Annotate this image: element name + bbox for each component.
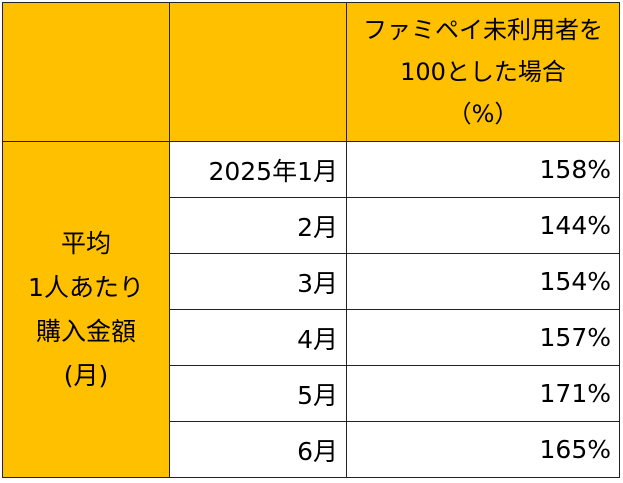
- row-label-line: 購入金額: [35, 316, 136, 346]
- month-cell: 5月: [169, 365, 347, 422]
- value-cell: 157%: [346, 309, 620, 366]
- month-cell: 4月: [169, 309, 347, 366]
- table-row: 平均 1人あたり 購入金額 (月) 2025年1月 158%: [2, 141, 620, 478]
- data-table: ファミペイ未利用者を 100とした場合 （%） 平均 1人あたり 購入金額 (月…: [2, 2, 620, 478]
- table-row: 6月 165%: [3, 421, 620, 478]
- header-line: （%）: [447, 100, 519, 128]
- value-cell: 165%: [346, 421, 620, 478]
- value-cell: 158%: [346, 141, 620, 198]
- month-cell: 6月: [169, 421, 347, 478]
- table-row: 4月 157%: [3, 309, 620, 366]
- value-cell: 144%: [346, 197, 620, 254]
- row-label-line: 1人あたり: [28, 272, 144, 302]
- header-row: ファミペイ未利用者を 100とした場合 （%）: [2, 2, 620, 142]
- row-label: 平均 1人あたり 購入金額 (月): [2, 141, 170, 478]
- value-cell: 154%: [346, 253, 620, 310]
- row-label-line: 平均: [60, 228, 111, 258]
- header-empty-1: [2, 2, 170, 142]
- value-cell: 171%: [346, 365, 620, 422]
- header-line: 100とした場合: [400, 58, 566, 86]
- table-row: 2月 144%: [3, 197, 620, 254]
- header-ratio: ファミペイ未利用者を 100とした場合 （%）: [346, 2, 620, 142]
- header-line: ファミペイ未利用者を: [363, 16, 603, 44]
- header-empty-2: [169, 2, 347, 142]
- month-cell: 2025年1月: [169, 141, 347, 198]
- month-cell: 3月: [169, 253, 347, 310]
- month-cell: 2月: [169, 197, 347, 254]
- row-label-line: (月): [63, 360, 109, 390]
